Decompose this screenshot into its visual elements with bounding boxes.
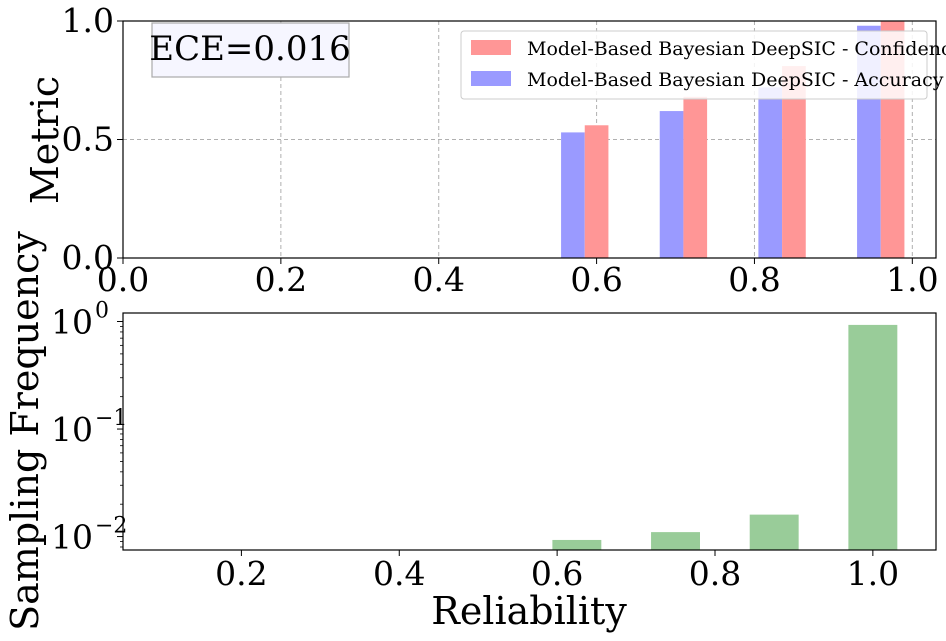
bottom-y-tick-exponent: −2	[95, 514, 127, 539]
legend-swatch-accuracy	[471, 71, 511, 86]
frequency-bar	[848, 324, 898, 550]
bottom-y-tick-label: 10	[51, 410, 93, 449]
top-x-tick-label: 0.0	[97, 260, 149, 299]
bottom-x-axis-title: Reliability	[431, 589, 627, 633]
legend-label-accuracy: Model-Based Bayesian DeepSIC - Accuracy	[527, 69, 944, 91]
bottom-x-tick-label: 0.4	[373, 554, 425, 593]
top-x-tick-label: 1.0	[886, 260, 938, 299]
top-y-tick-label: 0.0	[62, 238, 114, 277]
accuracy-bar	[561, 132, 585, 258]
top-x-tick-label: 0.6	[570, 260, 622, 299]
top-y-axis-title: Metric	[23, 76, 67, 204]
top-ticks: 0.0 0.2 0.4 0.6 0.8 1.0 0.0 0.5 1.0	[62, 1, 939, 299]
confidence-bar	[584, 125, 609, 258]
frequency-bar	[749, 514, 799, 550]
bottom-y-axis-title: Sampling Frequency	[3, 231, 47, 631]
bottom-bars	[552, 324, 898, 550]
top-y-tick-label: 0.5	[62, 120, 114, 159]
bottom-y-tick-label: 10	[51, 303, 93, 342]
bottom-y-tick-exponent: −1	[95, 406, 127, 431]
bottom-x-tick-label: 0.8	[689, 554, 741, 593]
top-x-tick-label: 0.8	[728, 260, 780, 299]
accuracy-bar	[758, 87, 783, 258]
top-y-tick-label: 1.0	[62, 1, 114, 40]
accuracy-bar	[659, 111, 684, 258]
bottom-x-tick-label: 0.6	[531, 554, 583, 593]
legend-frame	[460, 30, 928, 100]
bottom-axes-frame	[122, 312, 937, 551]
bottom-x-tick-label: 1.0	[847, 554, 899, 593]
frequency-bar	[552, 539, 602, 550]
confidence-bar	[683, 96, 708, 258]
top-x-tick-label: 0.2	[255, 260, 307, 299]
top-x-tick-label: 0.4	[412, 260, 464, 299]
bottom-x-tick-label: 0.2	[215, 554, 267, 593]
legend-swatch-confidence	[471, 40, 511, 55]
top-panel: 0.0 0.2 0.4 0.6 0.8 1.0 0.0 0.5 1.0 ECE=0.016 Mo…	[23, 1, 946, 299]
legend: Model-Based Bayesian DeepSIC - Confidenc…	[460, 30, 946, 100]
bottom-y-tick-label: 10	[51, 518, 93, 557]
frequency-bar	[651, 532, 700, 550]
confidence-bar	[782, 66, 806, 258]
bottom-y-tick-exponent: 0	[95, 299, 109, 324]
ece-label: ECE=0.016	[149, 29, 350, 69]
legend-label-confidence: Model-Based Bayesian DeepSIC - Confidenc…	[527, 38, 946, 60]
ece-box	[151, 22, 350, 78]
